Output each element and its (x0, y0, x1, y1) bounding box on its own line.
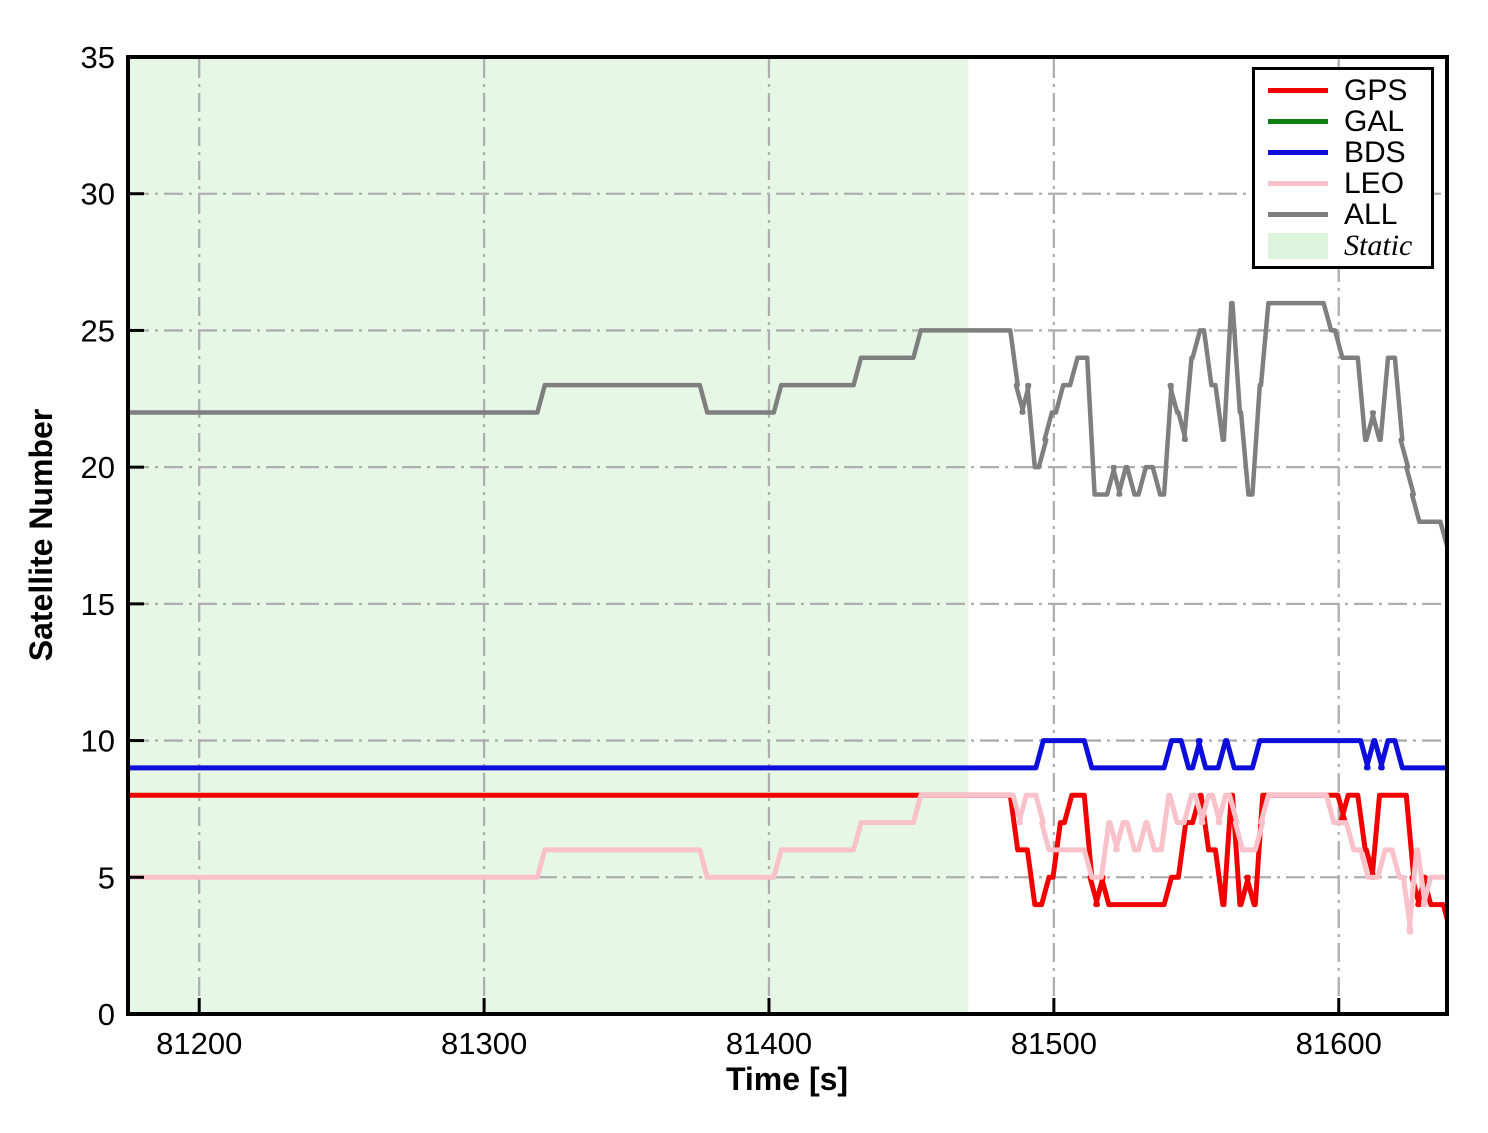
x-tick-label: 81200 (156, 1026, 242, 1061)
y-tick-label: 35 (81, 40, 115, 75)
y-tick-label: 30 (81, 177, 115, 212)
y-tick-label: 0 (98, 997, 115, 1032)
legend: GPS GAL BDS LEO ALL Static (1252, 67, 1434, 269)
legend-label-all: ALL (1344, 197, 1398, 231)
y-axis-title: Satellite Number (23, 409, 59, 662)
series-line-bds (128, 738, 1447, 771)
x-axis-title: Time [s] (726, 1061, 848, 1097)
legend-swatch-leo-line (1268, 181, 1328, 186)
legend-swatch-bds-line (1268, 150, 1328, 155)
x-tick-label: 81400 (726, 1026, 812, 1061)
series-line-leo (128, 792, 1447, 935)
x-tick-label: 81600 (1296, 1026, 1382, 1061)
y-tick-label: 15 (81, 587, 115, 622)
legend-item-leo: LEO (1268, 168, 1427, 199)
legend-swatch-gps-line (1268, 88, 1328, 93)
legend-swatch-all-line (1268, 212, 1328, 217)
legend-label-leo: LEO (1344, 166, 1405, 200)
y-tick-label: 5 (98, 860, 115, 895)
legend-label-gal: GAL (1344, 104, 1405, 138)
static-region (128, 57, 969, 1014)
legend-label-bds: BDS (1344, 135, 1406, 169)
legend-swatch-static-patch (1268, 232, 1328, 259)
legend-item-static: Static (1268, 230, 1427, 261)
y-tick-label: 20 (81, 450, 115, 485)
legend-label-gps: GPS (1344, 73, 1408, 107)
y-tick-label: 10 (81, 724, 115, 759)
legend-item-gps: GPS (1268, 75, 1427, 106)
y-tick-label: 25 (81, 313, 115, 348)
plot-frame (126, 55, 1449, 1016)
legend-swatch-gal-line (1268, 119, 1328, 124)
legend-label-static: Static (1344, 228, 1413, 262)
legend-item-gal: GAL (1268, 106, 1427, 137)
series-line-all (128, 300, 1447, 552)
x-tick-label: 81500 (1011, 1026, 1097, 1061)
legend-item-bds: BDS (1268, 137, 1427, 168)
legend-item-all: ALL (1268, 199, 1427, 230)
x-tick-label: 81300 (441, 1026, 527, 1061)
